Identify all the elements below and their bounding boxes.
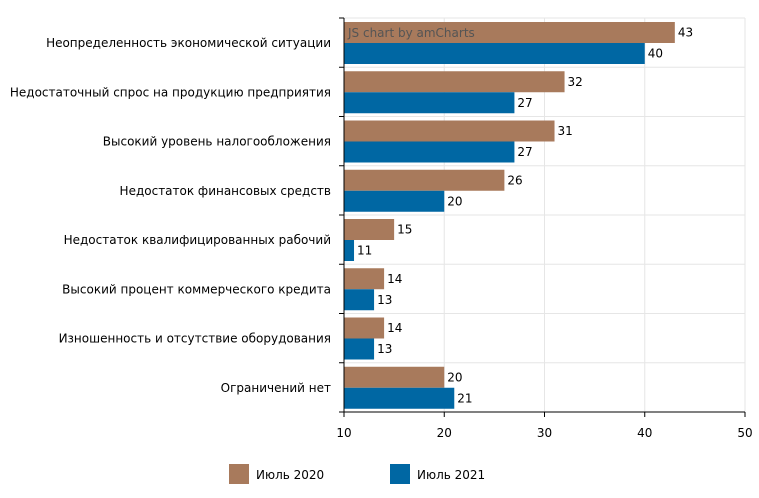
legend-label-july-2021[interactable]: Июль 2021 [417, 468, 485, 482]
data-label: 13 [377, 342, 392, 356]
category-label: Высокий процент коммерческого кредита [62, 282, 331, 296]
bar-july-2020[interactable] [344, 120, 555, 142]
data-label: 43 [678, 26, 693, 40]
bar-july-2020[interactable] [344, 71, 565, 93]
data-label: 27 [517, 145, 532, 159]
data-label: 32 [568, 75, 583, 89]
x-tick-label: 50 [737, 426, 752, 440]
data-label: 27 [517, 96, 532, 110]
legend: Июль 2020 Июль 2021 [229, 464, 485, 484]
data-label: 26 [507, 173, 522, 187]
data-label: 14 [387, 321, 402, 335]
data-label: 20 [447, 370, 462, 384]
x-tick-label: 20 [437, 426, 452, 440]
bar-july-2020[interactable] [344, 366, 445, 388]
data-label: 13 [377, 293, 392, 307]
category-label: Недостаточный спрос на продукцию предпри… [10, 85, 331, 99]
data-label: 21 [457, 391, 472, 405]
data-label: 31 [558, 124, 573, 138]
bar-july-2021[interactable] [344, 338, 375, 360]
x-tick-label: 30 [537, 426, 552, 440]
category-label: Неопределенность экономической ситуации [46, 36, 331, 50]
x-tick-label: 10 [336, 426, 351, 440]
bars [344, 22, 675, 409]
bar-july-2021[interactable] [344, 190, 445, 212]
bar-july-2020[interactable] [344, 22, 675, 43]
legend-swatch-july-2021[interactable] [390, 464, 410, 484]
bar-july-2021[interactable] [344, 141, 515, 163]
bar-july-2020[interactable] [344, 169, 505, 191]
axes: 10 20 30 40 50 [336, 17, 753, 440]
data-label: 15 [397, 223, 412, 237]
labels: 43 40 Неопределенность экономической ситуа… [10, 26, 693, 406]
category-label: Изношенность и отсутствие оборудования [59, 332, 331, 346]
bar-july-2021[interactable] [344, 92, 515, 114]
bar-july-2021[interactable] [344, 289, 375, 311]
category-label: Ограничений нет [221, 381, 331, 395]
data-label: 11 [357, 244, 372, 258]
x-tick-label: 40 [637, 426, 652, 440]
bar-july-2020[interactable] [344, 317, 385, 339]
category-label: Недостаток финансовых средств [120, 184, 331, 198]
legend-label-july-2020[interactable]: Июль 2020 [256, 468, 324, 482]
data-label: 14 [387, 272, 402, 286]
category-label: Недостаток квалифицированных рабочий [64, 233, 331, 247]
legend-swatch-july-2020[interactable] [229, 464, 249, 484]
bar-july-2020[interactable] [344, 268, 385, 290]
bar-july-2021[interactable] [344, 387, 455, 409]
bar-july-2021[interactable] [344, 43, 645, 64]
bar-july-2020[interactable] [344, 219, 395, 240]
bar-july-2021[interactable] [344, 240, 355, 261]
category-label: Высокий уровень налогообложения [103, 135, 331, 149]
amcharts-watermark[interactable]: JS chart by amCharts [347, 26, 475, 40]
data-label: 40 [648, 47, 663, 61]
data-label: 20 [447, 194, 462, 208]
